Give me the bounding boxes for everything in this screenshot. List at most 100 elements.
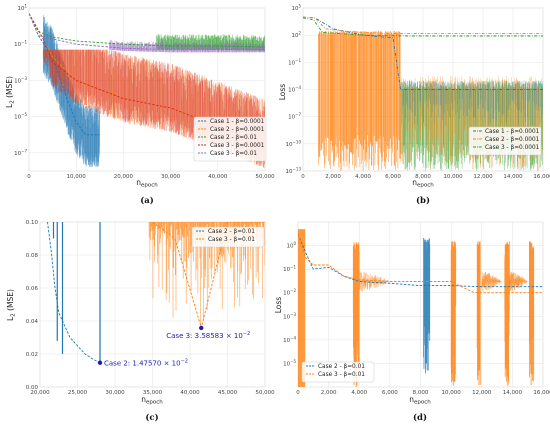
legend-label: Case 2 - β=0.0001 [485, 137, 540, 143]
x-tick-label: 50,000 [255, 174, 275, 180]
x-tick-label: 4,000 [355, 174, 371, 180]
y-tick-label: 10−7 [288, 112, 301, 121]
ylabel-c: L2 (MSE) [6, 289, 17, 321]
x-tick-label: 20,000 [114, 174, 134, 180]
legend-label: Case 1 - β=0.0001 [210, 119, 265, 125]
panel-a: 0 10,000 20,000 30,000 40,000 50,000 101 10−1 10… [5, 4, 275, 207]
panel-b: 0 2,000 4,000 6,000 8,000 10,000 12,000 14,000 1… [278, 4, 550, 207]
x-tick-label: 6,000 [385, 174, 401, 180]
noise-band [298, 229, 306, 387]
x-tick-label: 6,000 [382, 390, 398, 396]
legend-label: Case 2 - β=0.0001 [210, 127, 265, 133]
y-tick-label: 10−10 [286, 139, 302, 148]
x-tick-label: 8,000 [413, 390, 429, 396]
annotation-label: Case 3: 3.58583 × 10−2 [166, 331, 250, 340]
series-line [303, 17, 543, 37]
y-tick-label: 10−1 [283, 265, 296, 274]
x-tick-label: 12,000 [473, 174, 493, 180]
x-tick-label: 8,000 [415, 174, 431, 180]
y-tick-label: 10−2 [283, 288, 296, 297]
series-lines-b [303, 16, 543, 90]
series-line [298, 234, 543, 294]
legend-box [191, 226, 265, 248]
y-tick-label: 10−7 [14, 148, 27, 157]
noise-band [509, 271, 528, 292]
panel-d: 0 2,000 4,000 6,000 8,000 10,000 12,000 14,000 1… [274, 221, 550, 423]
x-tick-label: 25,000 [68, 390, 88, 396]
legend-label: Case 2 - β=0.01 [318, 364, 365, 370]
y-tick-label: 10−5 [283, 359, 296, 368]
noise-band [318, 30, 401, 171]
y-tick-label: 0.08 [26, 253, 39, 259]
grid-c [39, 221, 266, 388]
tick-labels-a: 0 10,000 20,000 30,000 40,000 50,000 101 10−1 10… [14, 4, 275, 181]
noise-band [476, 241, 481, 386]
y-tick-label: 100 [286, 241, 296, 250]
y-tick-label: 0.06 [26, 286, 39, 292]
series-lines-d [298, 234, 543, 294]
legend-a: Case 1 - β=0.0001 Case 2 - β=0.0001 Case 2… [193, 116, 267, 162]
x-tick-label: 16,000 [533, 390, 550, 396]
ylabel-b: Loss [278, 84, 287, 101]
caption-d: (d) [413, 412, 427, 423]
ylabel-d: Loss [274, 297, 283, 314]
y-tick-label: 10−13 [286, 167, 302, 176]
y-tick-label: 10−3 [283, 312, 296, 321]
y-tick-label: 0.02 [26, 352, 38, 358]
x-tick-label: 2,000 [321, 390, 337, 396]
noise-band [450, 241, 457, 386]
caption-b: (b) [416, 195, 430, 206]
legend-c: Case 2 - β=0.01 Case 3 - β=0.01 [191, 226, 265, 248]
annotation-marker [97, 360, 103, 365]
x-tick-label: 10,000 [443, 174, 463, 180]
x-tick-label: 10,000 [67, 174, 87, 180]
x-tick-label: 40,000 [180, 390, 200, 396]
x-tick-label: 0 [27, 174, 31, 180]
x-tick-label: 16,000 [533, 174, 550, 180]
series-line [303, 16, 543, 90]
y-tick-label: 0.10 [26, 220, 39, 226]
xlabel-a: nepoch [136, 178, 158, 189]
legend-label: Case 3 - β=0.0001 [210, 143, 265, 149]
xlabel-c: nepoch [141, 395, 163, 406]
annotations-c: Case 2: 1.47570 × 10−2 Case 3: 3.58583 × … [97, 325, 250, 368]
y-tick-label: 10−1 [288, 58, 301, 67]
x-tick-label: 50,000 [255, 390, 275, 396]
y-tick-label: 10−3 [14, 76, 27, 85]
noise-band [423, 238, 431, 374]
series-line [303, 16, 543, 35]
y-tick-label: 0.00 [26, 385, 39, 391]
x-tick-label: 2,000 [325, 174, 341, 180]
y-tick-label: 10−5 [14, 112, 27, 121]
noise-b [318, 30, 543, 171]
legend-label: Case 2 - β=0.01 [210, 135, 257, 141]
x-tick-label: 35,000 [143, 390, 163, 396]
x-tick-label: 14,000 [503, 174, 523, 180]
legend-b: Case 1 - β=0.0001 Case 2 - β=0.0001 Case 3… [468, 126, 542, 156]
legend-box [468, 126, 542, 156]
xlabel-b: nepoch [412, 178, 434, 189]
tick-labels-d: 0 2,000 4,000 6,000 8,000 10,000 12,000 14,000 1… [283, 241, 550, 396]
x-tick-label: 14,000 [503, 390, 523, 396]
y-tick-label: 0.04 [26, 319, 39, 325]
x-tick-label: 4,000 [351, 390, 367, 396]
panel-c: 20,000 25,000 30,000 35,000 40,000 45,000 50,0… [6, 220, 275, 423]
legend-box [193, 116, 267, 162]
caption-c: (c) [145, 412, 158, 423]
legend-label: Case 3 - β=0.0001 [485, 145, 540, 151]
series-line [298, 234, 543, 288]
y-tick-label: 105 [291, 4, 301, 13]
x-tick-label: 0 [296, 390, 300, 396]
y-tick-label: 101 [17, 4, 27, 13]
y-tick-label: 10−4 [288, 85, 301, 94]
annotation-marker [199, 325, 204, 331]
legend-label: Case 3 - β=0.01 [318, 372, 365, 378]
noise-band [481, 272, 502, 292]
y-tick-label: 102 [291, 31, 301, 40]
ylabel-a: L2 (MSE) [5, 76, 16, 108]
tick-labels-c: 20,000 25,000 30,000 35,000 40,000 45,000 50,0… [26, 220, 275, 396]
noise-band [504, 241, 510, 387]
x-tick-label: 0 [301, 174, 305, 180]
annotation-label: Case 2: 1.47570 × 10−2 [104, 359, 188, 368]
